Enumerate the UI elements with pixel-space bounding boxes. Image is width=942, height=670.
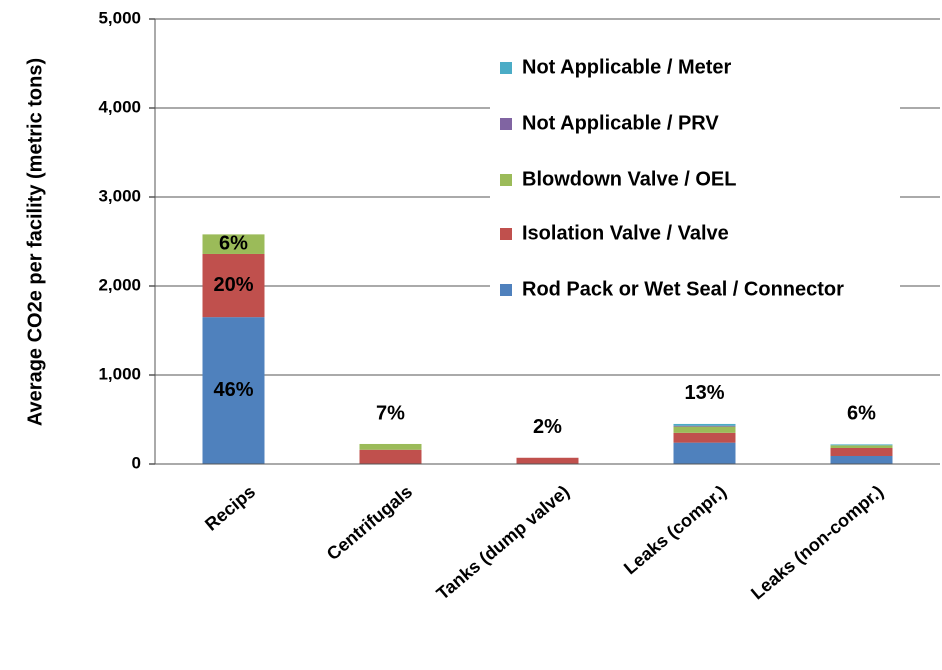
legend-box [490, 40, 900, 340]
x-tick-label: Leaks (non-compr.) [747, 481, 887, 603]
bar-segment [516, 457, 579, 464]
segment-label: 20% [213, 274, 253, 296]
y-tick-label: 4,000 [98, 97, 141, 116]
total-label: 2% [533, 416, 562, 438]
bar-segment [673, 425, 736, 427]
segment-label: 6% [219, 232, 248, 254]
y-tick-label: 1,000 [98, 364, 141, 383]
bar-segment [673, 442, 736, 464]
legend-swatch [500, 62, 512, 74]
segment-label: 46% [213, 379, 253, 401]
bar-segment [202, 253, 265, 318]
x-tick-label: Centrifugals [323, 481, 416, 564]
bar-segment [673, 432, 736, 443]
total-label: 7% [376, 402, 405, 424]
bar-segment [202, 317, 265, 464]
legend-swatch [500, 174, 512, 186]
x-tick-label: Tanks (dump valve) [433, 481, 574, 603]
x-tick-label: Recips [201, 481, 259, 534]
bar-segment [359, 443, 422, 450]
legend-swatch [500, 228, 512, 240]
y-tick-label: 3,000 [98, 186, 141, 205]
bar-segment [359, 449, 422, 464]
bar-segment [830, 455, 893, 464]
y-axis-title: Average CO2e per facility (metric tons) [24, 58, 46, 426]
y-tick-label: 5,000 [98, 8, 141, 27]
y-tick-label: 2,000 [98, 275, 141, 294]
bar-segment [830, 444, 893, 446]
total-label: 13% [684, 382, 724, 404]
bar-segment [830, 445, 893, 448]
legend-swatch [500, 284, 512, 296]
legend-label: Isolation Valve / Valve [522, 222, 729, 244]
bar-segment [202, 234, 265, 254]
legend-swatch [500, 118, 512, 130]
bar-segment [830, 447, 893, 456]
y-tick-label: 0 [132, 453, 141, 472]
legend-label: Blowdown Valve / OEL [522, 168, 736, 190]
legend-label: Rod Pack or Wet Seal / Connector [522, 278, 844, 300]
bar-segment [673, 423, 736, 426]
x-tick-label: Leaks (compr.) [620, 481, 730, 578]
total-label: 6% [847, 403, 876, 425]
legend-label: Not Applicable / PRV [522, 112, 719, 134]
bar-segment [673, 426, 736, 433]
legend-label: Not Applicable / Meter [522, 56, 732, 78]
